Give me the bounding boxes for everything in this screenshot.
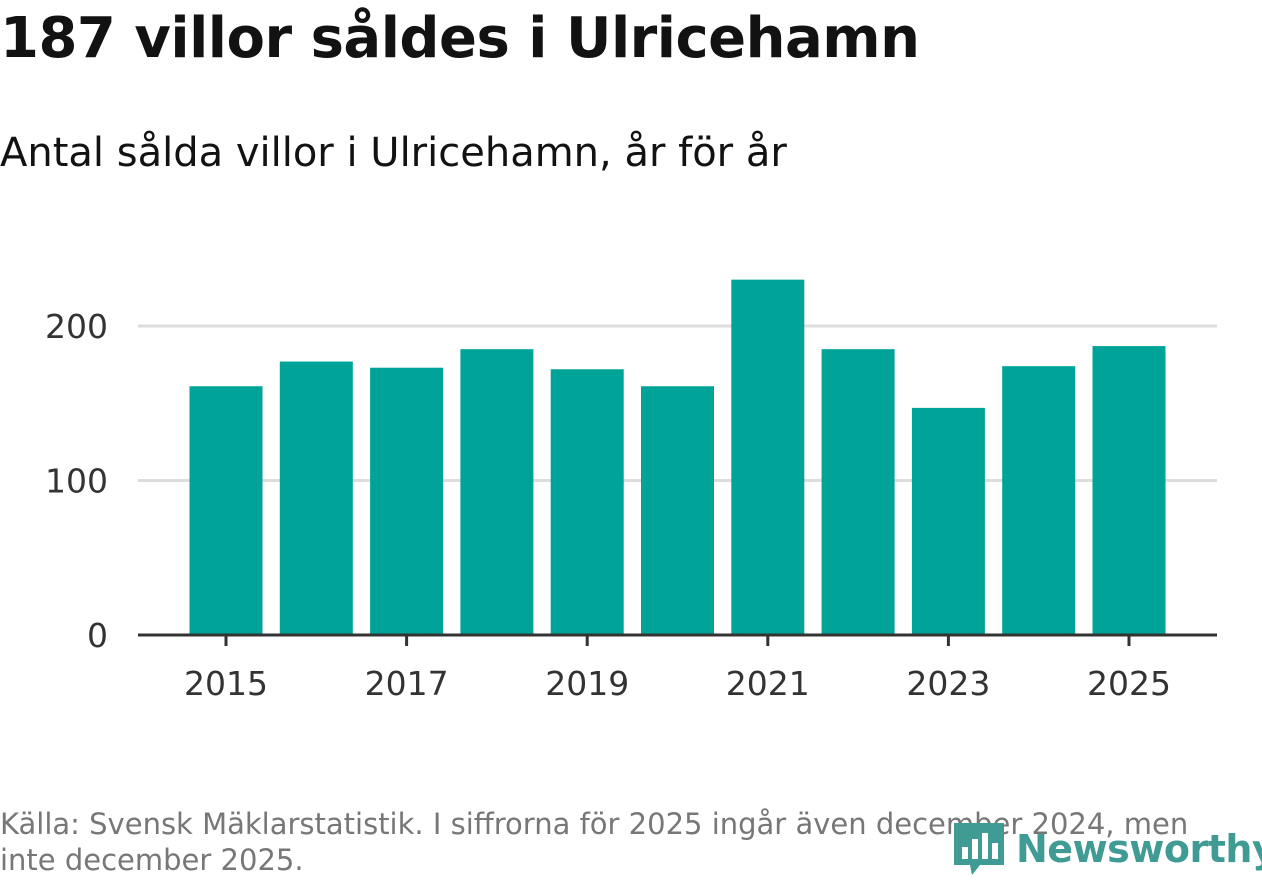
x-tick-label: 2025 xyxy=(1087,664,1171,703)
bars xyxy=(189,279,1166,635)
bar-2018 xyxy=(460,349,534,635)
chart-title: 187 villor såldes i Ulricehamn xyxy=(0,6,920,71)
x-axis: 2015 2017 2019 2021 2023 2025 xyxy=(138,633,1217,703)
bar-2021 xyxy=(731,279,805,635)
bar-2015 xyxy=(189,386,263,635)
y-tick-label: 100 xyxy=(45,462,108,501)
bar-2017 xyxy=(370,367,444,635)
bar-2024 xyxy=(1002,366,1076,635)
bar-2022 xyxy=(821,349,895,635)
x-tick-label: 2021 xyxy=(726,664,810,703)
bar-2025 xyxy=(1092,346,1166,635)
chart-subtitle: Antal sålda villor i Ulricehamn, år för … xyxy=(0,130,787,176)
bar-2019 xyxy=(550,369,624,635)
newsworthy-logo: Newsworthy xyxy=(950,818,1262,880)
x-tick-label: 2017 xyxy=(365,664,449,703)
newsworthy-logo-text: Newsworthy xyxy=(1016,827,1262,871)
x-tick-label: 2019 xyxy=(545,664,629,703)
bar-2020 xyxy=(641,386,714,635)
x-tick-label: 2015 xyxy=(184,664,268,703)
x-tick-label: 2023 xyxy=(906,664,990,703)
y-tick-label: 200 xyxy=(45,307,108,346)
bar-2023 xyxy=(911,407,985,635)
y-axis-ticks: 0 100 200 xyxy=(45,307,108,655)
bar-2016 xyxy=(279,361,353,635)
y-tick-label: 0 xyxy=(87,616,108,655)
newsworthy-logo-icon xyxy=(954,823,1004,875)
